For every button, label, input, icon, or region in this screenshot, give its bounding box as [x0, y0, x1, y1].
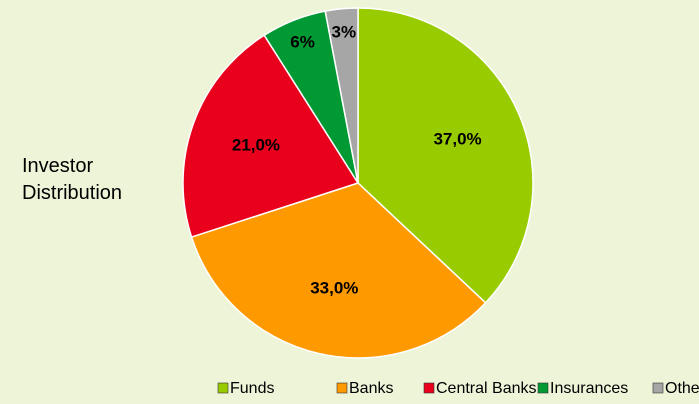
legend-label: Central Banks [436, 380, 537, 397]
chart-title: Investor Distribution [22, 155, 123, 204]
legend-label: Banks [349, 380, 393, 397]
data-label: 37,0% [433, 129, 481, 148]
pie-slice [190, 182, 487, 359]
data-label: 3% [332, 23, 357, 42]
legend-swatch [336, 382, 348, 394]
pie-slice [182, 34, 360, 239]
legend-swatch [217, 382, 229, 394]
legend-swatch [423, 382, 435, 394]
data-label: 6% [290, 33, 315, 52]
legend-swatch [537, 382, 549, 394]
pie-slice [357, 7, 534, 304]
legend-swatch [652, 382, 664, 394]
data-label: 21,0% [232, 136, 280, 155]
legend-label: Funds [230, 380, 274, 397]
pie-slice [324, 7, 359, 184]
legend-label: Insurances [550, 380, 628, 397]
data-label: 33,0% [310, 278, 358, 297]
legend-label: Others [665, 380, 699, 397]
